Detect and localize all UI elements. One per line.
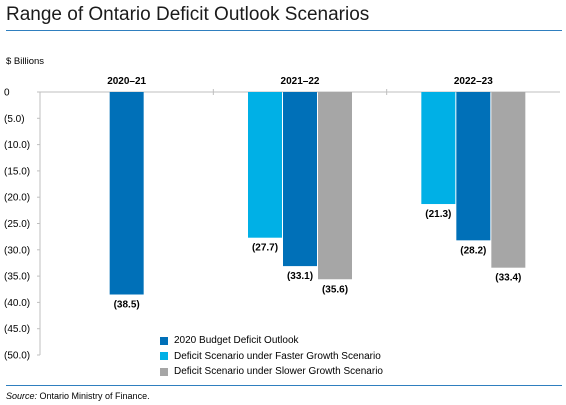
y-tick-label: (15.0) [4,166,30,177]
legend-item: Deficit Scenario under Faster Growth Sce… [160,349,383,365]
y-tick-label: (10.0) [4,140,30,151]
bar [283,92,317,267]
page-title: Range of Ontario Deficit Outlook Scenari… [6,4,370,25]
data-label: (38.5) [114,300,140,311]
bar [318,92,352,280]
data-label: (27.7) [252,243,278,254]
y-tick-label: (20.0) [4,193,30,204]
bar [109,92,144,295]
y-tick-label: (30.0) [4,245,30,256]
category-label: 2021–22 [281,76,320,87]
source-note: Source: Ontario Ministry of Finance. [6,391,150,401]
bar [248,92,282,238]
y-tick-label: (5.0) [4,114,25,125]
legend-item: 2020 Budget Deficit Outlook [160,333,383,349]
legend-swatch [160,352,168,361]
y-tick-label: 0 [4,88,10,99]
chart-legend: 2020 Budget Deficit Outlook Deficit Scena… [160,333,383,380]
bar [491,92,526,268]
legend-swatch [160,336,168,345]
y-tick-label: (50.0) [4,351,30,362]
legend-item: Deficit Scenario under Slower Growth Sce… [160,364,383,380]
data-label: (35.6) [322,284,348,295]
footer-divider [6,385,562,386]
source-text: Ontario Ministry of Finance. [37,391,150,401]
legend-label: Deficit Scenario under Faster Growth Sce… [174,350,381,362]
data-label: (33.1) [287,271,313,282]
legend-swatch [160,367,168,376]
y-tick-label: (35.0) [4,272,30,283]
y-tick-label: (45.0) [4,324,30,335]
legend-label: Deficit Scenario under Slower Growth Sce… [174,366,383,377]
title-divider [6,30,562,31]
legend-label: 2020 Budget Deficit Outlook [174,335,299,346]
y-tick-label: (25.0) [4,219,30,230]
data-label: (21.3) [425,209,451,220]
data-label: (33.4) [495,273,521,284]
y-tick-label: (40.0) [4,298,30,309]
bar [456,92,491,241]
bar [421,92,456,205]
data-label: (28.2) [460,245,486,256]
category-label: 2022–23 [454,76,493,87]
source-prefix: Source: [6,391,38,401]
category-label: 2020–21 [107,76,146,87]
y-axis-unit-label: $ Billions [6,56,45,67]
